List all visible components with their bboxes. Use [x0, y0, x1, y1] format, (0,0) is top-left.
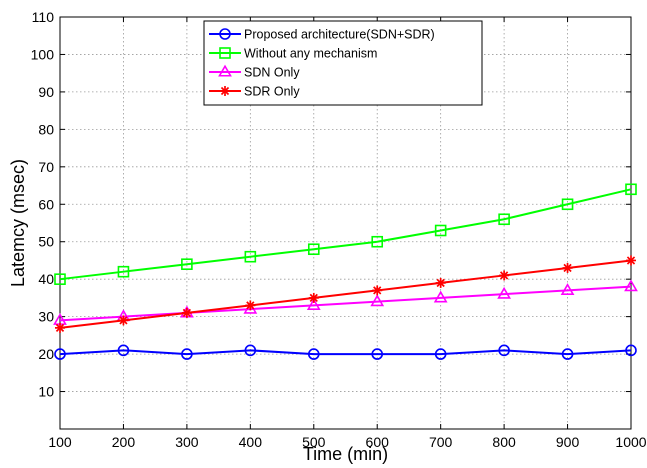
data-point-square — [371, 235, 384, 248]
data-point-square — [244, 250, 257, 263]
star-stroke — [220, 86, 230, 96]
star-stroke — [373, 286, 382, 295]
x-axis-title: Time (min) — [303, 444, 388, 464]
data-point-star — [308, 292, 319, 303]
x-tick-label: 600 — [366, 434, 390, 450]
star-stroke — [563, 263, 572, 273]
data-point-circle — [181, 348, 193, 360]
data-point-triangle — [370, 294, 385, 307]
data-point-star — [220, 86, 230, 96]
data-point-square — [54, 273, 66, 285]
data-point-star — [55, 322, 65, 333]
x-tick-label: 200 — [112, 434, 136, 450]
data-point-triangle — [433, 290, 448, 303]
star-stroke — [182, 308, 192, 318]
legend-label: Without any mechanism — [244, 47, 377, 61]
data-point-square — [307, 243, 320, 256]
y-tick-label: 10 — [38, 384, 54, 400]
x-tick-label: 700 — [429, 434, 453, 450]
data-point-square — [498, 213, 510, 226]
data-point-square — [434, 224, 447, 237]
series-layer — [53, 183, 638, 360]
data-point-circle — [371, 348, 384, 360]
axis-ticks — [59, 16, 632, 429]
y-tick-label: 30 — [38, 309, 54, 325]
data-point-star — [372, 285, 383, 296]
star-stroke — [55, 323, 65, 333]
data-point-circle — [219, 28, 231, 40]
y-tick-label: 40 — [38, 271, 54, 287]
legend-item: Proposed architecture(SDN+SDR) — [209, 28, 435, 42]
series-1 — [54, 183, 637, 285]
data-point-triangle — [497, 286, 511, 299]
y-tick-label: 80 — [38, 121, 54, 137]
data-point-square — [219, 47, 231, 59]
data-point-triangle — [218, 64, 232, 77]
star-stroke — [119, 316, 128, 325]
star-stroke — [626, 256, 636, 265]
data-point-star — [435, 277, 446, 288]
star-stroke — [436, 278, 445, 288]
series-0 — [54, 344, 637, 360]
data-point-square — [561, 198, 574, 211]
legend-label: SDN Only — [244, 66, 300, 80]
legend-label: Proposed architecture(SDN+SDR) — [244, 28, 435, 42]
data-point-circle — [54, 348, 66, 360]
star-stroke — [309, 293, 318, 303]
legend-item: SDR Only — [209, 85, 300, 99]
y-tick-label: 60 — [38, 196, 54, 212]
x-tick-label: 300 — [175, 434, 199, 450]
data-point-star — [245, 300, 256, 311]
x-tick-label: 100 — [48, 434, 72, 450]
data-point-circle — [244, 344, 257, 357]
data-point-star — [118, 315, 129, 326]
x-tick-label: 800 — [492, 434, 516, 450]
data-point-circle — [307, 348, 320, 360]
data-point-star — [499, 270, 510, 281]
legend-item: SDN Only — [209, 64, 300, 80]
x-tick-label: 500 — [302, 434, 326, 450]
series-line — [59, 285, 632, 322]
series-line — [59, 188, 632, 281]
data-point-circle — [117, 344, 130, 357]
data-point-star — [181, 307, 192, 318]
y-tick-label: 70 — [38, 159, 54, 175]
y-tick-label: 50 — [38, 234, 54, 250]
data-point-circle — [434, 348, 447, 360]
data-point-star — [626, 255, 636, 266]
data-point-triangle — [306, 298, 321, 310]
series-line — [59, 259, 632, 329]
x-tick-label: 400 — [239, 434, 263, 450]
legend-label: SDR Only — [244, 85, 300, 99]
y-tick-label: 20 — [38, 346, 54, 362]
data-point-star — [562, 262, 573, 273]
plot-frame — [59, 16, 632, 430]
x-tick-label: 900 — [556, 434, 580, 450]
series-3 — [55, 255, 636, 333]
data-point-circle — [625, 344, 637, 357]
y-tick-label: 100 — [31, 46, 55, 62]
x-tick-labels: 100 200 300 400 500 600 700 800 900 1000 — [48, 434, 646, 450]
y-tick-label: 90 — [38, 84, 54, 100]
data-point-square — [117, 265, 130, 278]
series-line — [59, 349, 632, 356]
legend: Proposed architecture(SDN+SDR) Without an… — [203, 20, 483, 106]
legend-box — [203, 20, 483, 106]
y-tick-labels: 10 20 30 40 50 60 70 80 90 100 110 — [31, 9, 55, 400]
data-point-triangle — [624, 279, 638, 292]
legend-item: Without any mechanism — [209, 47, 377, 61]
star-stroke — [499, 271, 509, 280]
y-tick-label: 110 — [32, 9, 55, 25]
data-point-circle — [561, 348, 574, 360]
star-stroke — [246, 301, 255, 310]
x-tick-label: 1000 — [615, 434, 646, 450]
data-point-square — [181, 258, 193, 271]
data-point-square — [625, 183, 637, 196]
y-axis-title: Latemcy (msec) — [8, 159, 28, 287]
data-point-triangle — [560, 283, 575, 295]
data-point-circle — [498, 344, 510, 357]
